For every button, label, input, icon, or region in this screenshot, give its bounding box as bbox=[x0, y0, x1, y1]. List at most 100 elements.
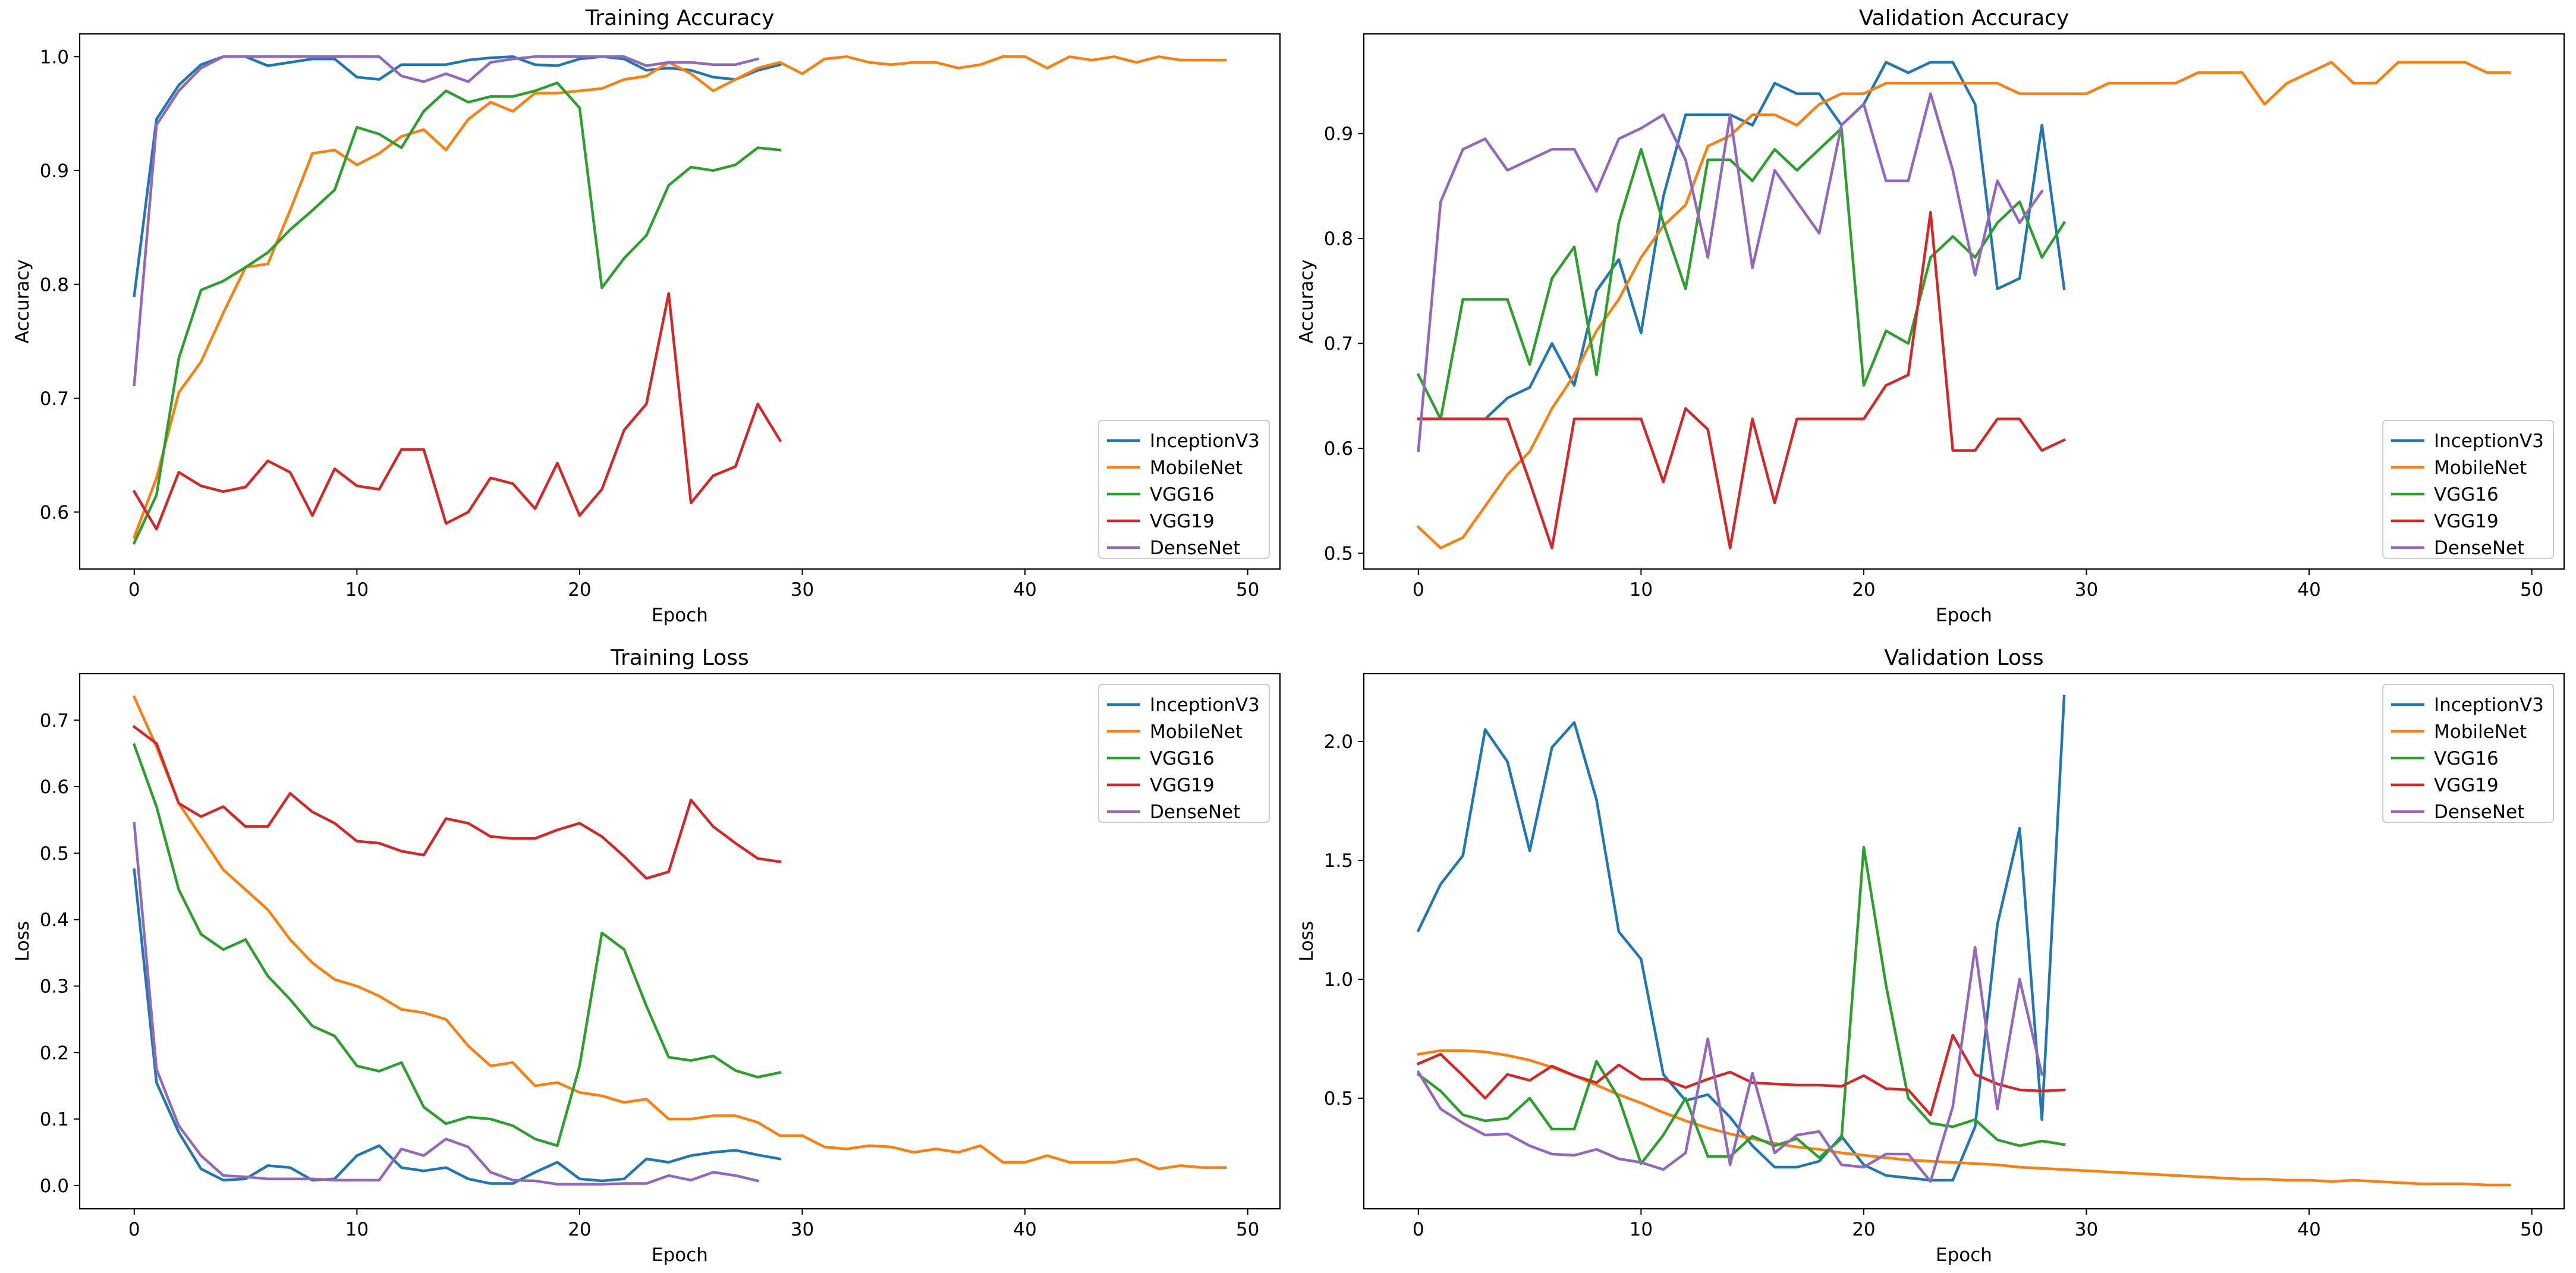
training-accuracy-series-vgg16 bbox=[132, 81, 782, 545]
training-accuracy-ylabel: Accuracy bbox=[12, 259, 33, 344]
validation-accuracy-legend: InceptionV3 MobileNet VGG16 VGG19 DenseNet bbox=[2382, 420, 2554, 559]
training-accuracy-legend-label-inceptionv3: InceptionV3 bbox=[1150, 430, 1260, 452]
training-loss-xtick-label: 40 bbox=[1013, 1219, 1036, 1240]
training-loss-ytick-label: 0.0 bbox=[40, 1175, 69, 1197]
training-accuracy-xtick-label: 40 bbox=[1013, 579, 1036, 601]
training-loss-legend-label-vgg19: VGG19 bbox=[1150, 775, 1215, 796]
training-loss-xtick-label: 30 bbox=[791, 1219, 814, 1240]
training-loss-xtick-label: 50 bbox=[1236, 1219, 1259, 1240]
validation-loss-xtick-label: 40 bbox=[2297, 1219, 2320, 1240]
validation-accuracy-xtick-label: 50 bbox=[2520, 579, 2543, 601]
validation-loss-series-inceptionv3 bbox=[1416, 694, 2066, 1182]
validation-accuracy-ytick-label: 0.8 bbox=[1324, 228, 1353, 250]
validation-accuracy-ytick-label: 0.5 bbox=[1324, 543, 1353, 565]
training-loss-legend-label-vgg16: VGG16 bbox=[1150, 748, 1215, 769]
validation-loss-axes-frame bbox=[1363, 672, 2565, 1210]
validation-loss-ytick-label: 0.5 bbox=[1324, 1088, 1353, 1109]
training-loss-xtick-label: 0 bbox=[128, 1219, 140, 1240]
training-loss-xtick-label: 10 bbox=[345, 1219, 369, 1240]
validation-loss-series-mobilenet bbox=[1417, 1049, 2511, 1187]
training-loss-ytick-label: 0.5 bbox=[40, 843, 69, 865]
training-loss-legend-label-densenet: DenseNet bbox=[1150, 801, 1240, 823]
training-accuracy-chart: 0 10 20 30 40 50 0.6 0.7 0.8 0.9 1.0 Training Accur… bbox=[12, 6, 1281, 626]
validation-loss-legend-label-vgg16: VGG16 bbox=[2434, 748, 2499, 769]
validation-loss-ytick-label: 1.5 bbox=[1324, 850, 1353, 872]
training-accuracy-series-vgg19 bbox=[132, 292, 782, 531]
training-accuracy-legend: InceptionV3 MobileNet VGG16 VGG19 DenseNet bbox=[1098, 420, 1270, 559]
training-loss-ytick-label: 0.6 bbox=[40, 777, 69, 798]
validation-accuracy-ytick-label: 0.6 bbox=[1324, 438, 1353, 460]
training-loss-axes-frame bbox=[78, 672, 1281, 1210]
training-loss-series-densenet bbox=[133, 822, 760, 1186]
validation-loss-series-densenet bbox=[1416, 945, 2044, 1183]
validation-accuracy-series-vgg16 bbox=[1416, 127, 2067, 420]
validation-accuracy-legend-box bbox=[2382, 420, 2554, 559]
validation-accuracy-legend-label-vgg19: VGG19 bbox=[2434, 511, 2499, 532]
validation-loss-ytick-label: 1.0 bbox=[1324, 969, 1353, 991]
validation-accuracy-series-group bbox=[1416, 61, 2511, 549]
validation-loss-legend-label-densenet: DenseNet bbox=[2434, 801, 2524, 823]
training-loss-ytick-label: 0.2 bbox=[40, 1042, 69, 1064]
validation-accuracy-series-densenet bbox=[1417, 92, 2044, 452]
training-accuracy-xlabel: Epoch bbox=[652, 605, 708, 626]
validation-loss-series-vgg16 bbox=[1416, 845, 2066, 1165]
validation-accuracy-xtick-label: 0 bbox=[1413, 579, 1424, 601]
training-loss-series-group bbox=[132, 695, 1227, 1186]
validation-accuracy-legend-label-inceptionv3: InceptionV3 bbox=[2434, 430, 2544, 452]
validation-loss-legend: InceptionV3 MobileNet VGG16 VGG19 DenseNet bbox=[2382, 684, 2554, 823]
training-loss-ytick-label: 0.1 bbox=[40, 1109, 69, 1130]
training-accuracy-xtick-label: 10 bbox=[345, 579, 369, 601]
validation-loss-ylabel: Loss bbox=[1296, 921, 1317, 961]
training-loss-ytick-label: 0.4 bbox=[40, 910, 69, 931]
validation-accuracy-legend-label-vgg16: VGG16 bbox=[2434, 484, 2499, 505]
validation-loss-series-vgg19 bbox=[1416, 1033, 2066, 1117]
validation-accuracy-series-inceptionv3 bbox=[1417, 61, 2066, 420]
training-accuracy-xtick-label: 20 bbox=[568, 579, 591, 601]
training-accuracy-legend-label-densenet: DenseNet bbox=[1150, 538, 1240, 559]
validation-loss-xlabel: Epoch bbox=[1936, 1244, 1992, 1266]
validation-loss-legend-label-inceptionv3: InceptionV3 bbox=[2434, 694, 2544, 716]
training-loss-ytick-label: 0.3 bbox=[40, 976, 69, 997]
validation-loss-legend-label-vgg19: VGG19 bbox=[2434, 775, 2499, 796]
validation-accuracy-ytick-label: 0.9 bbox=[1324, 124, 1353, 145]
training-accuracy-xtick-label: 0 bbox=[128, 579, 140, 601]
validation-loss-xtick-label: 20 bbox=[1852, 1219, 1875, 1240]
training-accuracy-plot-area bbox=[80, 34, 1280, 569]
training-loss-xlabel: Epoch bbox=[652, 1244, 708, 1266]
training-accuracy-ytick-label: 0.6 bbox=[40, 502, 69, 523]
validation-accuracy-xtick-label: 10 bbox=[1630, 579, 1653, 601]
training-loss-series-mobilenet bbox=[132, 695, 1227, 1171]
validation-accuracy-ytick-label: 0.7 bbox=[1324, 334, 1353, 355]
validation-loss-series-group bbox=[1416, 694, 2511, 1187]
training-loss-legend-box bbox=[1098, 684, 1270, 823]
training-accuracy-ytick-label: 0.7 bbox=[40, 388, 69, 410]
validation-accuracy-xtick-label: 20 bbox=[1852, 579, 1875, 601]
training-loss-legend-label-mobilenet: MobileNet bbox=[1150, 721, 1243, 743]
validation-accuracy-legend-label-mobilenet: MobileNet bbox=[2434, 457, 2527, 479]
validation-loss-xtick-label: 50 bbox=[2520, 1219, 2543, 1240]
training-accuracy-series-densenet bbox=[133, 55, 760, 386]
training-accuracy-legend-box bbox=[1098, 420, 1270, 559]
training-loss-legend-label-inceptionv3: InceptionV3 bbox=[1150, 694, 1260, 716]
validation-accuracy-legend-label-densenet: DenseNet bbox=[2434, 538, 2524, 559]
validation-accuracy-axes-frame bbox=[1363, 33, 2565, 570]
validation-accuracy-title: Validation Accuracy bbox=[1859, 6, 2069, 30]
training-loss-ytick-label: 0.7 bbox=[40, 710, 69, 731]
training-loss-series-vgg19 bbox=[132, 725, 782, 880]
training-loss-ylabel: Loss bbox=[12, 921, 33, 961]
validation-accuracy-chart: 0 10 20 30 40 50 0.5 0.6 0.7 0.8 0.9 Validation Acc… bbox=[1296, 6, 2565, 626]
validation-loss-chart: 0 10 20 30 40 50 0.5 1.0 1.5 2.0 Validation Loss Ep… bbox=[1296, 646, 2565, 1266]
training-accuracy-xtick-label: 30 bbox=[791, 579, 814, 601]
validation-accuracy-series-vgg19 bbox=[1417, 210, 2067, 549]
validation-loss-xtick-label: 10 bbox=[1630, 1219, 1653, 1240]
training-accuracy-legend-label-vgg16: VGG16 bbox=[1150, 484, 1215, 505]
training-loss-chart: 0 10 20 30 40 50 0.0 0.1 0.2 0.3 0.4 0.5 0.6 0.7 Train… bbox=[12, 646, 1281, 1266]
training-accuracy-series-mobilenet bbox=[132, 55, 1227, 539]
training-accuracy-ytick-label: 1.0 bbox=[40, 46, 69, 68]
training-accuracy-axes-frame bbox=[78, 33, 1281, 570]
validation-loss-ytick-label: 2.0 bbox=[1324, 731, 1353, 753]
training-loss-series-vgg16 bbox=[132, 743, 782, 1148]
training-accuracy-title: Training Accuracy bbox=[585, 6, 775, 30]
validation-accuracy-ylabel: Accuracy bbox=[1296, 259, 1317, 344]
validation-loss-legend-label-mobilenet: MobileNet bbox=[2434, 721, 2527, 743]
